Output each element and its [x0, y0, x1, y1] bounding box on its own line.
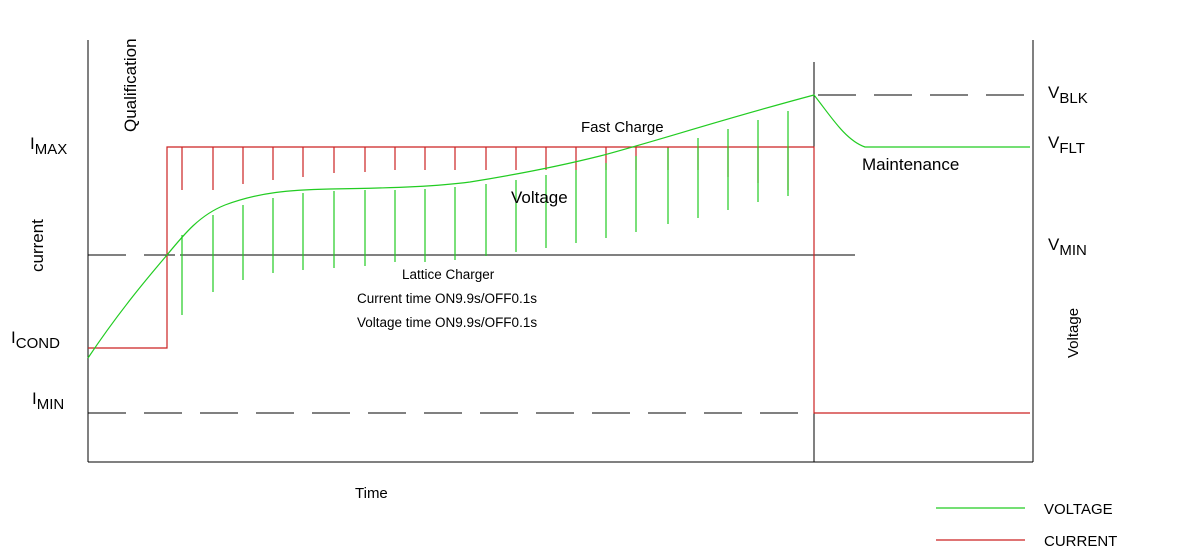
voltage-curve-label: Voltage [511, 188, 568, 207]
diagram-frame [87, 40, 1034, 463]
voltage-main-curve [87, 94, 1030, 359]
current-axis-label: current [28, 219, 47, 272]
imin-label: IMIN [32, 389, 64, 413]
diagram-labels: Qualification current Voltage Time Fast … [28, 38, 1082, 502]
current-main-line [88, 146, 1030, 414]
lattice-charger-title: Lattice Charger [402, 267, 495, 282]
current-trace [88, 146, 1030, 414]
legend-current-label: CURRENT [1044, 533, 1117, 550]
legend-voltage-label: VOLTAGE [1044, 501, 1113, 518]
voltage-time-note: Voltage time ON9.9s/OFF0.1s [357, 315, 537, 330]
qualification-label: Qualification [121, 38, 140, 132]
voltage-axis-label: Voltage [1065, 308, 1082, 358]
voltage-trace [87, 94, 1030, 359]
fast-charge-label: Fast Charge [581, 119, 664, 136]
right-level-labels: VBLK VFLT VMIN [1048, 83, 1088, 259]
icond-label: ICOND [11, 328, 60, 352]
dashed-reference-lines [88, 94, 1030, 414]
maintenance-label: Maintenance [862, 155, 959, 174]
vflt-label: VFLT [1048, 133, 1085, 157]
vblk-label: VBLK [1048, 83, 1088, 107]
time-label: Time [355, 485, 388, 502]
vmin-label: VMIN [1048, 235, 1087, 259]
imax-label: IMAX [30, 134, 67, 158]
left-level-labels: IMAX ICOND IMIN [11, 134, 67, 413]
legend: VOLTAGE CURRENT [936, 501, 1117, 550]
current-time-note: Current time ON9.9s/OFF0.1s [357, 291, 537, 306]
